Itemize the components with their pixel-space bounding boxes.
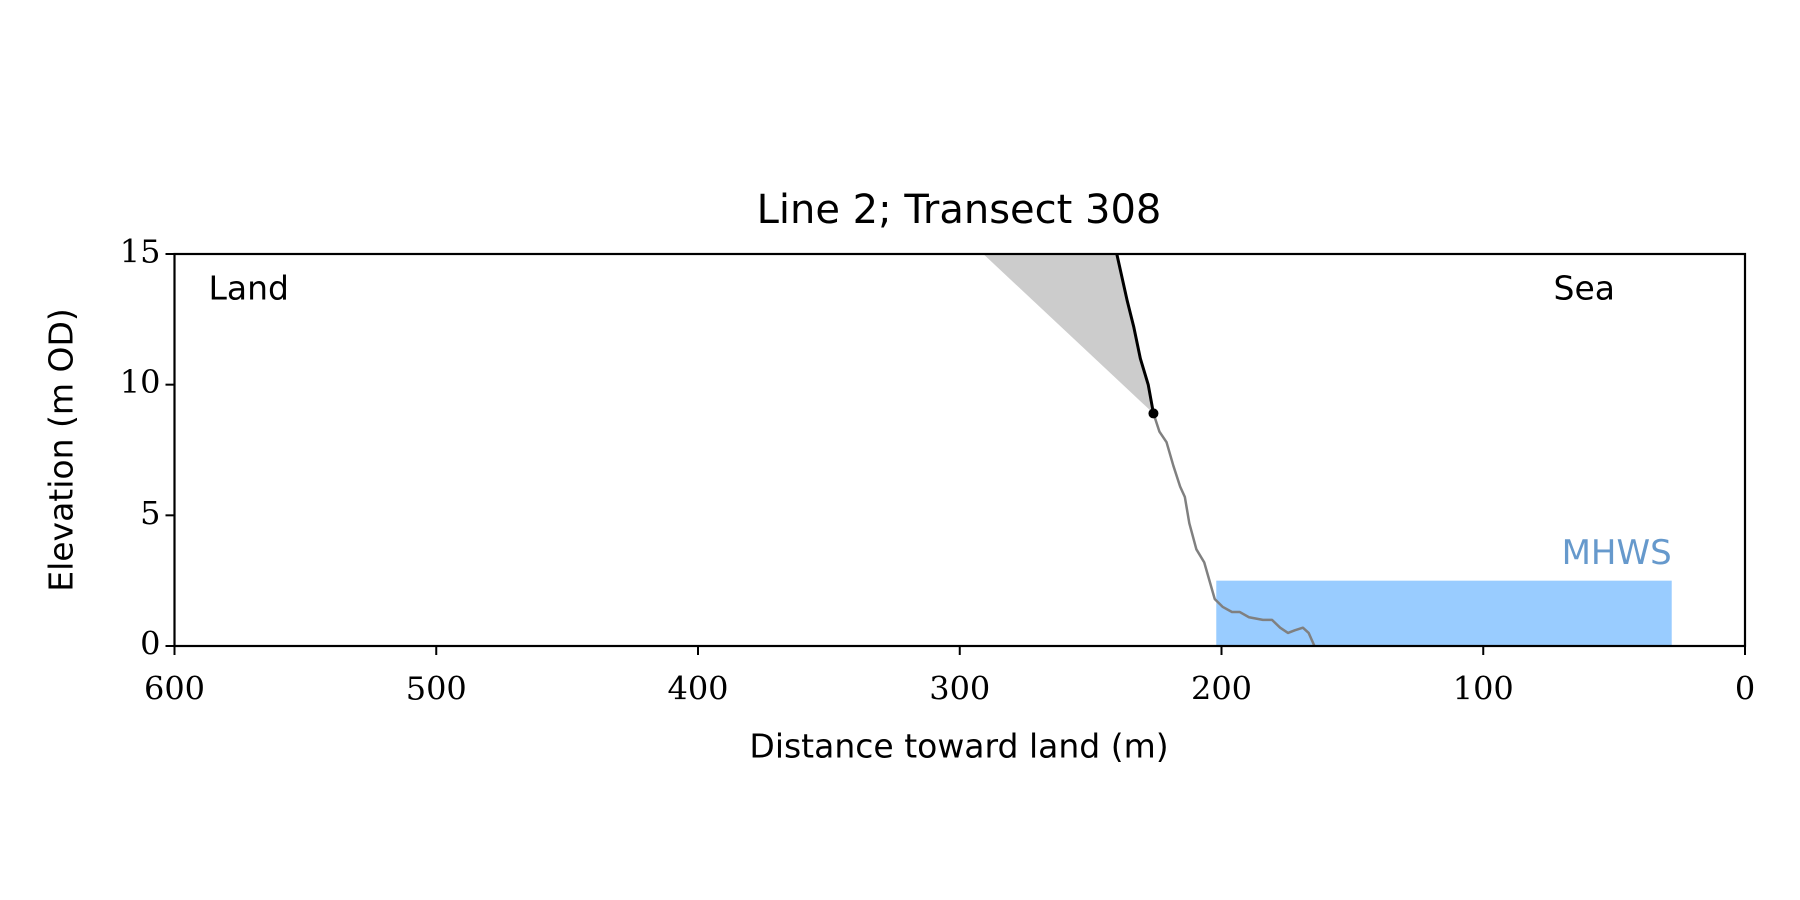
y-tick-label: 15 xyxy=(120,233,161,271)
x-tick-label: 200 xyxy=(1191,670,1252,708)
x-tick-label: 0 xyxy=(1735,670,1755,708)
x-tick-label: 100 xyxy=(1453,670,1514,708)
x-tick-label: 300 xyxy=(929,670,990,708)
y-axis-label: Elevation (m OD) xyxy=(42,308,81,592)
cliff-line xyxy=(1115,253,1155,414)
mhws-label: MHWS xyxy=(1562,533,1672,573)
mhws-band xyxy=(1216,580,1672,646)
annotation: Sea xyxy=(1554,269,1615,308)
x-tick-label: 500 xyxy=(406,670,467,708)
shaded-area xyxy=(983,254,1154,414)
x-tick-label: 600 xyxy=(144,670,205,708)
cliff-base-point xyxy=(1148,408,1159,419)
x-axis-label: Distance toward land (m) xyxy=(749,727,1168,766)
x-tick-label: 400 xyxy=(667,670,728,708)
y-tick-label: 5 xyxy=(140,494,160,532)
y-tick-label: 10 xyxy=(120,363,161,401)
profile-line xyxy=(1152,413,1316,647)
y-tick-label: 0 xyxy=(140,625,160,663)
chart-title: Line 2; Transect 308 xyxy=(757,187,1162,233)
annotation: Land xyxy=(209,269,289,308)
